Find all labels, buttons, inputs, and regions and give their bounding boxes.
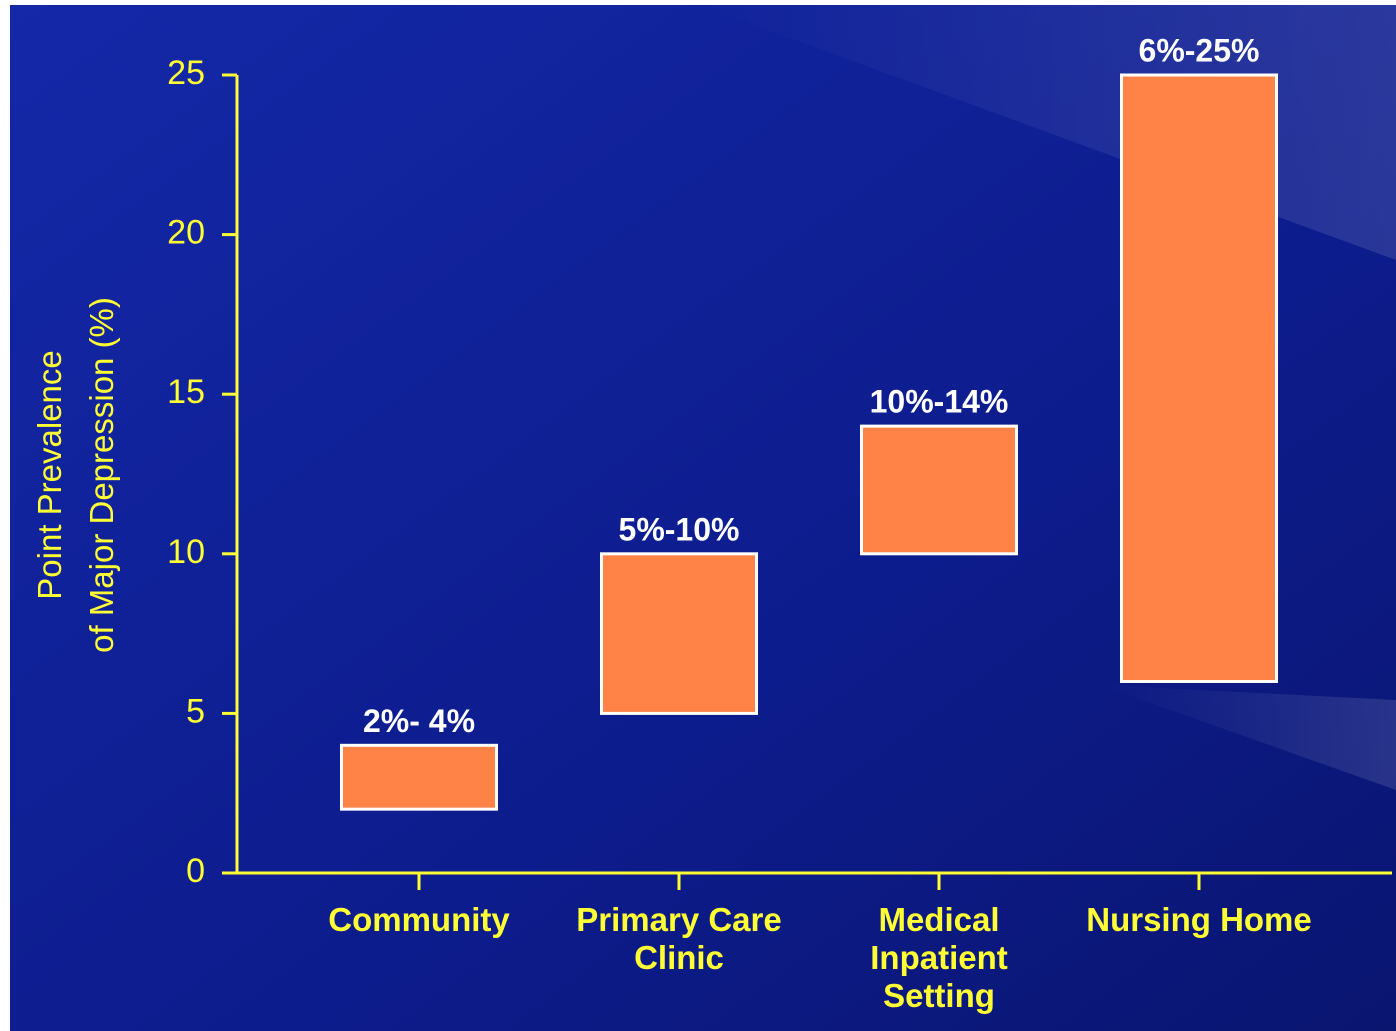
x-tick-label: Community bbox=[328, 901, 510, 938]
value-label: 5%-10% bbox=[619, 511, 740, 547]
x-tick-label-line: Medical bbox=[878, 901, 999, 938]
x-tick-label-line: Primary Care bbox=[576, 901, 781, 938]
bar bbox=[860, 424, 1018, 556]
value-label: 10%-14% bbox=[870, 384, 1009, 420]
y-tick-label: 15 bbox=[167, 373, 205, 411]
value-label: 2%- 4% bbox=[363, 703, 475, 739]
y-tick-label: 0 bbox=[186, 852, 205, 890]
bar bbox=[340, 743, 498, 811]
x-tick-label-line: Inpatient bbox=[870, 939, 1008, 976]
y-axis-label: Point Prevalence of Major Depression (%) bbox=[31, 297, 120, 653]
x-tick-label: Primary Care Clinic bbox=[576, 901, 781, 976]
x-tick-label-line: Clinic bbox=[634, 939, 724, 976]
x-tick-label-line: Community bbox=[328, 901, 510, 938]
y-tick-label: 20 bbox=[167, 214, 205, 252]
y-axis-label-line: of Major Depression (%) bbox=[83, 297, 120, 653]
bar bbox=[600, 552, 758, 715]
x-tick-label-line: Setting bbox=[883, 977, 995, 1014]
x-tick-label: Nursing Home bbox=[1086, 901, 1312, 938]
bar bbox=[1120, 73, 1278, 683]
y-tick-label: 25 bbox=[167, 54, 205, 92]
y-tick-label: 10 bbox=[167, 533, 205, 571]
x-tick-label: Medical Inpatient Setting bbox=[870, 901, 1008, 1014]
x-tick-label-line: Nursing Home bbox=[1086, 901, 1312, 938]
y-axis-label-line: Point Prevalence bbox=[31, 350, 68, 599]
y-tick-label: 5 bbox=[186, 692, 205, 730]
value-label: 6%-25% bbox=[1139, 32, 1260, 68]
light-ray bbox=[1100, 685, 1396, 790]
